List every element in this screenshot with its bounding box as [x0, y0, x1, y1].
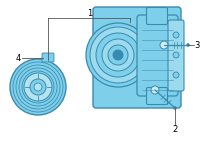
Circle shape: [86, 23, 150, 87]
Circle shape: [10, 59, 66, 115]
Circle shape: [173, 72, 179, 78]
FancyBboxPatch shape: [146, 7, 168, 25]
FancyBboxPatch shape: [42, 53, 54, 62]
Circle shape: [173, 32, 179, 38]
Text: 3: 3: [194, 41, 200, 50]
Circle shape: [108, 45, 128, 65]
Circle shape: [34, 83, 42, 91]
Text: 4: 4: [15, 54, 21, 62]
Text: 1: 1: [87, 9, 93, 17]
Circle shape: [24, 73, 52, 101]
Circle shape: [160, 41, 168, 49]
Circle shape: [174, 106, 177, 110]
Circle shape: [30, 79, 46, 95]
Circle shape: [113, 50, 123, 60]
Circle shape: [186, 44, 190, 46]
Circle shape: [151, 86, 159, 94]
Circle shape: [90, 27, 146, 83]
Circle shape: [173, 52, 179, 58]
FancyBboxPatch shape: [93, 7, 181, 108]
FancyBboxPatch shape: [137, 15, 178, 96]
FancyBboxPatch shape: [168, 20, 184, 91]
Circle shape: [102, 39, 134, 71]
FancyBboxPatch shape: [146, 87, 168, 105]
Text: 2: 2: [172, 126, 178, 135]
Circle shape: [96, 33, 140, 77]
